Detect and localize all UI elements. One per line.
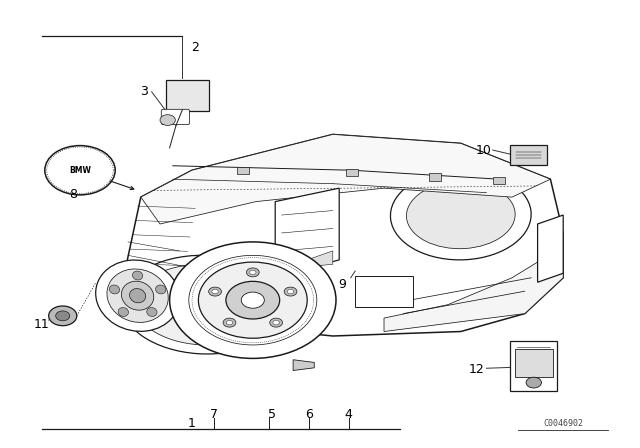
Ellipse shape — [109, 285, 120, 294]
Ellipse shape — [129, 289, 146, 303]
Circle shape — [226, 281, 280, 319]
Circle shape — [189, 255, 317, 345]
FancyBboxPatch shape — [429, 173, 441, 181]
Text: 3: 3 — [140, 85, 148, 99]
Text: 4: 4 — [345, 408, 353, 421]
Ellipse shape — [132, 271, 143, 280]
Polygon shape — [122, 134, 563, 336]
Text: C0046902: C0046902 — [543, 419, 583, 428]
Text: 6: 6 — [305, 408, 313, 421]
Circle shape — [56, 311, 70, 321]
FancyBboxPatch shape — [515, 349, 553, 377]
Circle shape — [263, 276, 268, 280]
FancyBboxPatch shape — [237, 167, 249, 174]
Circle shape — [269, 318, 282, 327]
Circle shape — [193, 289, 198, 293]
FancyBboxPatch shape — [346, 169, 358, 176]
Text: 9: 9 — [339, 278, 346, 291]
Ellipse shape — [95, 260, 180, 332]
Text: 2: 2 — [191, 40, 199, 54]
Circle shape — [287, 289, 294, 294]
FancyBboxPatch shape — [510, 341, 557, 391]
Text: 5: 5 — [268, 408, 276, 421]
Ellipse shape — [147, 307, 157, 316]
Circle shape — [45, 146, 115, 195]
Circle shape — [223, 318, 236, 327]
Text: 12: 12 — [469, 363, 484, 376]
Text: 7: 7 — [211, 408, 218, 421]
Circle shape — [49, 306, 77, 326]
Circle shape — [284, 287, 297, 296]
Text: 11: 11 — [34, 318, 49, 332]
Ellipse shape — [406, 181, 515, 249]
Circle shape — [246, 268, 259, 277]
FancyBboxPatch shape — [166, 80, 209, 111]
FancyBboxPatch shape — [161, 109, 189, 125]
Circle shape — [198, 262, 307, 338]
FancyBboxPatch shape — [355, 276, 413, 307]
Circle shape — [227, 320, 233, 325]
Ellipse shape — [390, 170, 531, 260]
Polygon shape — [275, 188, 339, 278]
Circle shape — [212, 289, 218, 294]
Text: 8: 8 — [70, 188, 77, 202]
Ellipse shape — [156, 285, 166, 294]
Polygon shape — [282, 251, 333, 269]
Polygon shape — [141, 134, 550, 224]
Polygon shape — [293, 360, 314, 370]
FancyBboxPatch shape — [493, 177, 505, 184]
Ellipse shape — [134, 264, 275, 345]
Circle shape — [160, 115, 175, 125]
Circle shape — [526, 377, 541, 388]
Circle shape — [260, 274, 271, 281]
Circle shape — [209, 287, 221, 296]
Ellipse shape — [122, 281, 154, 310]
Circle shape — [267, 297, 277, 304]
FancyBboxPatch shape — [510, 145, 547, 165]
Polygon shape — [384, 246, 563, 332]
Text: BMW: BMW — [69, 166, 91, 175]
Polygon shape — [538, 215, 563, 282]
Text: 10: 10 — [476, 143, 491, 157]
Circle shape — [250, 270, 256, 275]
Circle shape — [189, 287, 202, 296]
Ellipse shape — [118, 307, 129, 316]
Circle shape — [273, 320, 279, 325]
Text: 1: 1 — [188, 417, 196, 430]
Circle shape — [241, 292, 264, 308]
Ellipse shape — [122, 255, 288, 354]
Circle shape — [170, 242, 336, 358]
Ellipse shape — [107, 269, 168, 323]
